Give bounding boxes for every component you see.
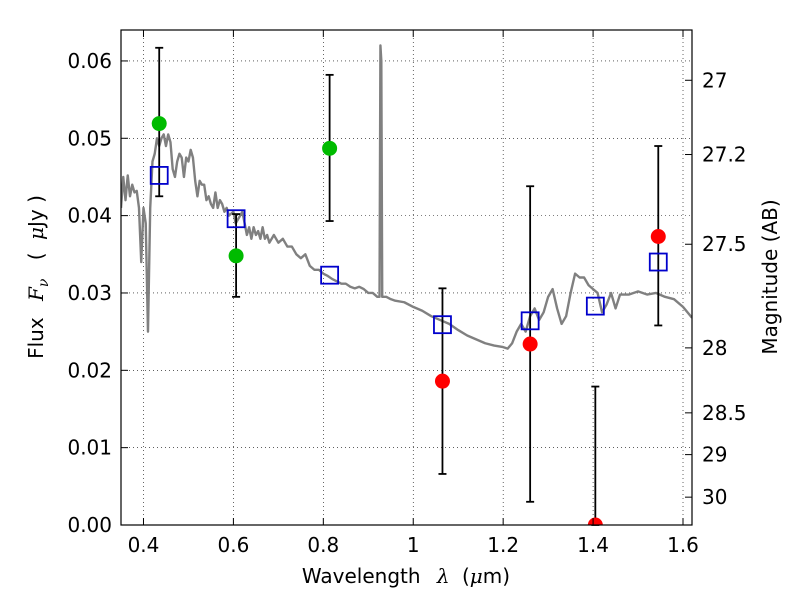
red-points bbox=[434, 229, 666, 525]
y-tick-label: 0.01 bbox=[67, 436, 112, 460]
y-axis-label: Flux Fν ( μJy ) bbox=[24, 195, 53, 359]
y-tick-labels: 0.00 0.01 0.02 0.03 0.04 0.05 0.06 bbox=[67, 49, 112, 537]
model-spectrum-line bbox=[121, 44, 692, 350]
blue-square bbox=[149, 166, 169, 185]
y-tick-label: 0.04 bbox=[67, 204, 112, 228]
x-tick-label: 0.6 bbox=[217, 533, 249, 557]
green-point bbox=[322, 140, 338, 156]
y2-tick-label: 27 bbox=[702, 68, 727, 92]
y2-tick-label: 30 bbox=[702, 485, 727, 509]
grid bbox=[121, 30, 692, 526]
spectrum-path bbox=[121, 44, 692, 350]
red-point bbox=[587, 517, 603, 525]
blue-square bbox=[520, 311, 540, 331]
red-point bbox=[434, 373, 450, 389]
x-tick-label: 1 bbox=[407, 533, 420, 557]
error-bar bbox=[591, 385, 600, 526]
y-tick-label: 0.05 bbox=[67, 126, 112, 150]
x-tick-label: 1.4 bbox=[577, 533, 609, 557]
y-tick-label: 0.03 bbox=[67, 281, 112, 305]
y2-tick-labels: 27 27.2 27.5 28 28.5 29 30 bbox=[702, 68, 747, 509]
blue-square bbox=[226, 209, 246, 229]
blue-square bbox=[585, 296, 605, 316]
green-points bbox=[151, 116, 338, 264]
y2-axis-label: Magnitude (AB) bbox=[758, 199, 782, 354]
red-point bbox=[522, 336, 538, 352]
y2-tick-label: 28 bbox=[702, 336, 727, 360]
y2-tick-label: 27.2 bbox=[702, 143, 747, 167]
y-tick-label: 0.00 bbox=[67, 513, 112, 537]
x-tick-label: 1.2 bbox=[487, 533, 519, 557]
red-point bbox=[650, 229, 666, 245]
blue-square bbox=[433, 315, 452, 335]
y-tick-label: 0.06 bbox=[67, 49, 112, 73]
model-squares bbox=[149, 166, 668, 335]
ticks bbox=[121, 30, 692, 526]
y2-tick-label: 27.5 bbox=[702, 232, 747, 256]
error-bars bbox=[155, 46, 663, 526]
x-tick-label: 0.4 bbox=[128, 533, 160, 557]
blue-square bbox=[320, 265, 340, 285]
x-tick-label: 0.8 bbox=[307, 533, 339, 557]
y-tick-label: 0.02 bbox=[67, 358, 112, 382]
green-point bbox=[228, 248, 244, 264]
x-tick-labels: 0.4 0.6 0.8 1 1.2 1.4 1.6 bbox=[128, 533, 699, 557]
plot-frame bbox=[120, 29, 693, 526]
x-axis-label: Wavelength λ (μm) bbox=[302, 564, 510, 588]
green-point bbox=[151, 116, 167, 132]
y2-tick-label: 28.5 bbox=[702, 401, 747, 425]
blue-square bbox=[648, 252, 668, 272]
x-tick-label: 1.6 bbox=[667, 533, 699, 557]
y2-tick-label: 29 bbox=[702, 443, 727, 467]
